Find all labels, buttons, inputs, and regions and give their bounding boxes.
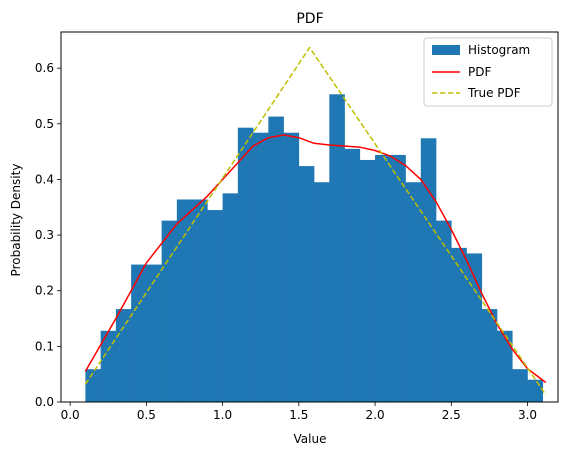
y-tick-label: 0.0 [35,395,54,409]
x-tick-label: 0.5 [137,408,156,422]
histogram-bar [237,127,254,402]
histogram-bar [161,220,178,402]
histogram-bar [222,193,239,402]
histogram-bar [329,94,345,402]
plot-area-frame [60,31,559,403]
histogram-bar [131,264,147,402]
histogram-bar [268,116,284,403]
histogram-bar [146,264,162,402]
pdf-line [84,134,547,384]
y-tick-label: 0.3 [35,228,54,242]
histogram-bar [176,199,193,402]
y-tick-label: 0.1 [35,339,54,353]
series-lines [84,46,547,396]
histogram-bar [451,247,467,402]
histogram-bar [512,369,528,402]
histogram-bar [192,199,208,402]
legend: Histogram PDF True PDF [423,37,553,107]
histogram-bar [344,148,361,402]
y-tick-label: 0.5 [35,117,54,131]
histogram-bar [253,132,269,402]
histogram-bar [100,330,117,402]
histogram-bar [405,182,422,402]
x-axis-ticks: 0.0 0.5 1.0 1.5 2.0 2.5 3.0 [61,402,537,422]
x-tick-label: 2.0 [366,408,385,422]
histogram-bar [436,220,452,402]
legend-label: Histogram [468,43,530,57]
y-tick-label: 0.4 [35,172,54,186]
histogram-bar [207,210,223,402]
y-axis-ticks: 0.0 0.1 0.2 0.3 0.4 0.5 0.6 [35,61,61,409]
histogram-bar [466,253,483,402]
histogram-bar [497,330,513,402]
histogram-bar [420,138,437,402]
x-axis-label: Value [294,432,327,446]
legend-label: True PDF [467,86,521,100]
histogram-bar [314,182,330,402]
histogram-bar [283,132,300,402]
histogram-bar [298,166,315,402]
x-tick-label: 3.0 [518,408,537,422]
y-tick-label: 0.6 [35,61,54,75]
legend-label: PDF [468,65,491,79]
histogram-bar [85,369,101,402]
y-axis-label: Probability Density [9,164,23,277]
x-tick-label: 1.0 [213,408,232,422]
chart-title: PDF [296,11,323,27]
histogram-bar [527,379,544,402]
histogram-bar [390,154,406,402]
histogram-bar [481,309,498,402]
histogram-bar [115,309,132,402]
histogram-bars [85,94,544,403]
y-tick-label: 0.2 [35,284,54,298]
x-tick-label: 1.5 [289,408,308,422]
x-tick-label: 0.0 [61,408,80,422]
legend-swatch-histogram [432,45,460,55]
histogram-bar [375,154,391,402]
x-tick-label: 2.5 [442,408,461,422]
true-pdf-line [84,46,547,396]
histogram-bar [359,159,376,402]
